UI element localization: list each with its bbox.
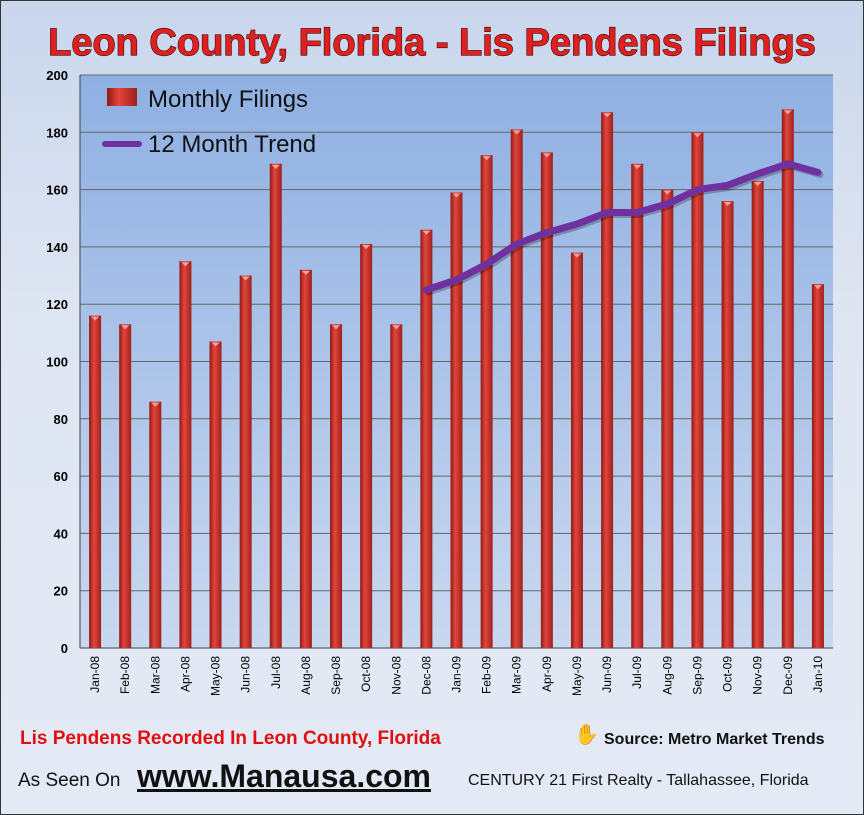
y-tick-label: 200 <box>46 68 68 83</box>
bar <box>269 163 282 648</box>
x-tick-label: Jul-09 <box>630 656 644 689</box>
bar-cap <box>693 133 702 138</box>
x-tick-label: Sep-08 <box>329 656 343 695</box>
bar <box>480 155 493 648</box>
bar-cap <box>362 245 371 250</box>
x-tick-label: Mar-08 <box>148 656 162 694</box>
x-tick-label: Jun-09 <box>600 656 614 693</box>
hand-icon: ✋ <box>574 724 599 746</box>
x-tick-label: Aug-09 <box>660 656 674 695</box>
bar-cap <box>572 253 581 258</box>
x-tick-label: Oct-09 <box>721 656 735 692</box>
bar-cap <box>181 262 190 267</box>
y-tick-label: 100 <box>46 355 68 370</box>
x-tick-label: Dec-08 <box>419 656 433 695</box>
legend-label-trend: 12 Month Trend <box>148 131 316 158</box>
bar <box>450 192 463 648</box>
bar <box>510 129 523 648</box>
bar-cap <box>753 182 762 187</box>
x-tick-label: May-09 <box>570 656 584 696</box>
bar <box>179 261 192 648</box>
bar-cap <box>422 230 431 235</box>
x-tick-label: Apr-09 <box>540 656 554 692</box>
x-tick-label: Sep-09 <box>690 656 704 695</box>
legend-label-monthly: Monthly Filings <box>148 86 308 113</box>
y-tick-label: 20 <box>54 584 68 599</box>
bar <box>691 132 704 649</box>
x-tick-label: Jan-10 <box>811 656 825 693</box>
bar <box>601 112 614 649</box>
x-tick-label: Oct-08 <box>359 656 373 692</box>
source: Source: Metro Market Trends <box>604 731 825 748</box>
bar <box>420 229 433 648</box>
chart-title: Leon County, Florida - Lis Pendens Filin… <box>48 22 816 64</box>
legend: Monthly Filings 12 Month Trend <box>102 86 316 158</box>
x-tick-label: Jul-08 <box>269 656 283 689</box>
y-tick-label: 40 <box>54 526 68 541</box>
bar <box>89 315 102 648</box>
bar-cap <box>482 156 491 161</box>
y-tick-label: 80 <box>54 412 68 427</box>
bar <box>299 269 312 648</box>
x-tick-label: Mar-09 <box>510 656 524 694</box>
x-tick-label: Jun-08 <box>239 656 253 693</box>
bar-cap <box>271 164 280 169</box>
x-tick-label: Feb-09 <box>480 656 494 694</box>
legend-bar-swatch <box>107 88 137 106</box>
bar-cap <box>512 130 521 135</box>
bar <box>631 163 644 648</box>
y-tick-label: 180 <box>46 125 68 140</box>
bar-cap <box>452 193 461 198</box>
x-tick-label: Dec-09 <box>781 656 795 695</box>
bar-cap <box>392 325 401 330</box>
bar <box>239 275 252 648</box>
bar-cap <box>211 342 220 347</box>
bar <box>119 324 132 648</box>
website-link[interactable]: www.Manausa.com <box>137 758 431 794</box>
bar <box>360 244 373 648</box>
x-tick-label: Nov-09 <box>751 656 765 695</box>
bar-cap <box>663 190 672 195</box>
as-seen-on: As Seen On <box>18 770 121 791</box>
x-tick-label: Nov-08 <box>389 656 403 695</box>
bar-cap <box>633 164 642 169</box>
x-tick-label: Apr-08 <box>178 656 192 692</box>
bar <box>390 324 403 648</box>
bar <box>661 189 674 648</box>
bar-cap <box>151 402 160 407</box>
trend-line <box>422 160 822 294</box>
bar <box>149 401 162 648</box>
bar <box>330 324 343 648</box>
x-tick-label: Jan-09 <box>450 656 464 693</box>
x-tick-label: Feb-08 <box>118 656 132 694</box>
bar-cap <box>603 113 612 118</box>
y-tick-label: 60 <box>54 469 68 484</box>
bar <box>209 341 222 648</box>
x-tick-label: Jan-08 <box>88 656 102 693</box>
bar-cap <box>813 285 822 290</box>
bar-cap <box>332 325 341 330</box>
y-tick-label: 140 <box>46 240 68 255</box>
bar-cap <box>241 276 250 281</box>
bar <box>721 201 734 648</box>
x-tick-label: May-08 <box>209 656 223 696</box>
bar <box>570 252 583 648</box>
bar-cap <box>91 316 100 321</box>
y-tick-label: 0 <box>61 641 68 656</box>
realty-text: CENTURY 21 First Realty - Tallahassee, F… <box>468 772 809 789</box>
bar <box>540 152 553 649</box>
bar-cap <box>723 202 732 207</box>
y-tick-label: 120 <box>46 297 68 312</box>
bar-cap <box>301 270 310 275</box>
caption: Lis Pendens Recorded In Leon County, Flo… <box>20 728 441 749</box>
bar-cap <box>783 110 792 115</box>
y-tick-label: 160 <box>46 183 68 198</box>
bar <box>751 181 764 648</box>
bar-cap <box>121 325 130 330</box>
bar-cap <box>542 153 551 158</box>
bar <box>781 109 794 648</box>
bar <box>811 284 824 648</box>
x-tick-label: Aug-08 <box>299 656 313 695</box>
